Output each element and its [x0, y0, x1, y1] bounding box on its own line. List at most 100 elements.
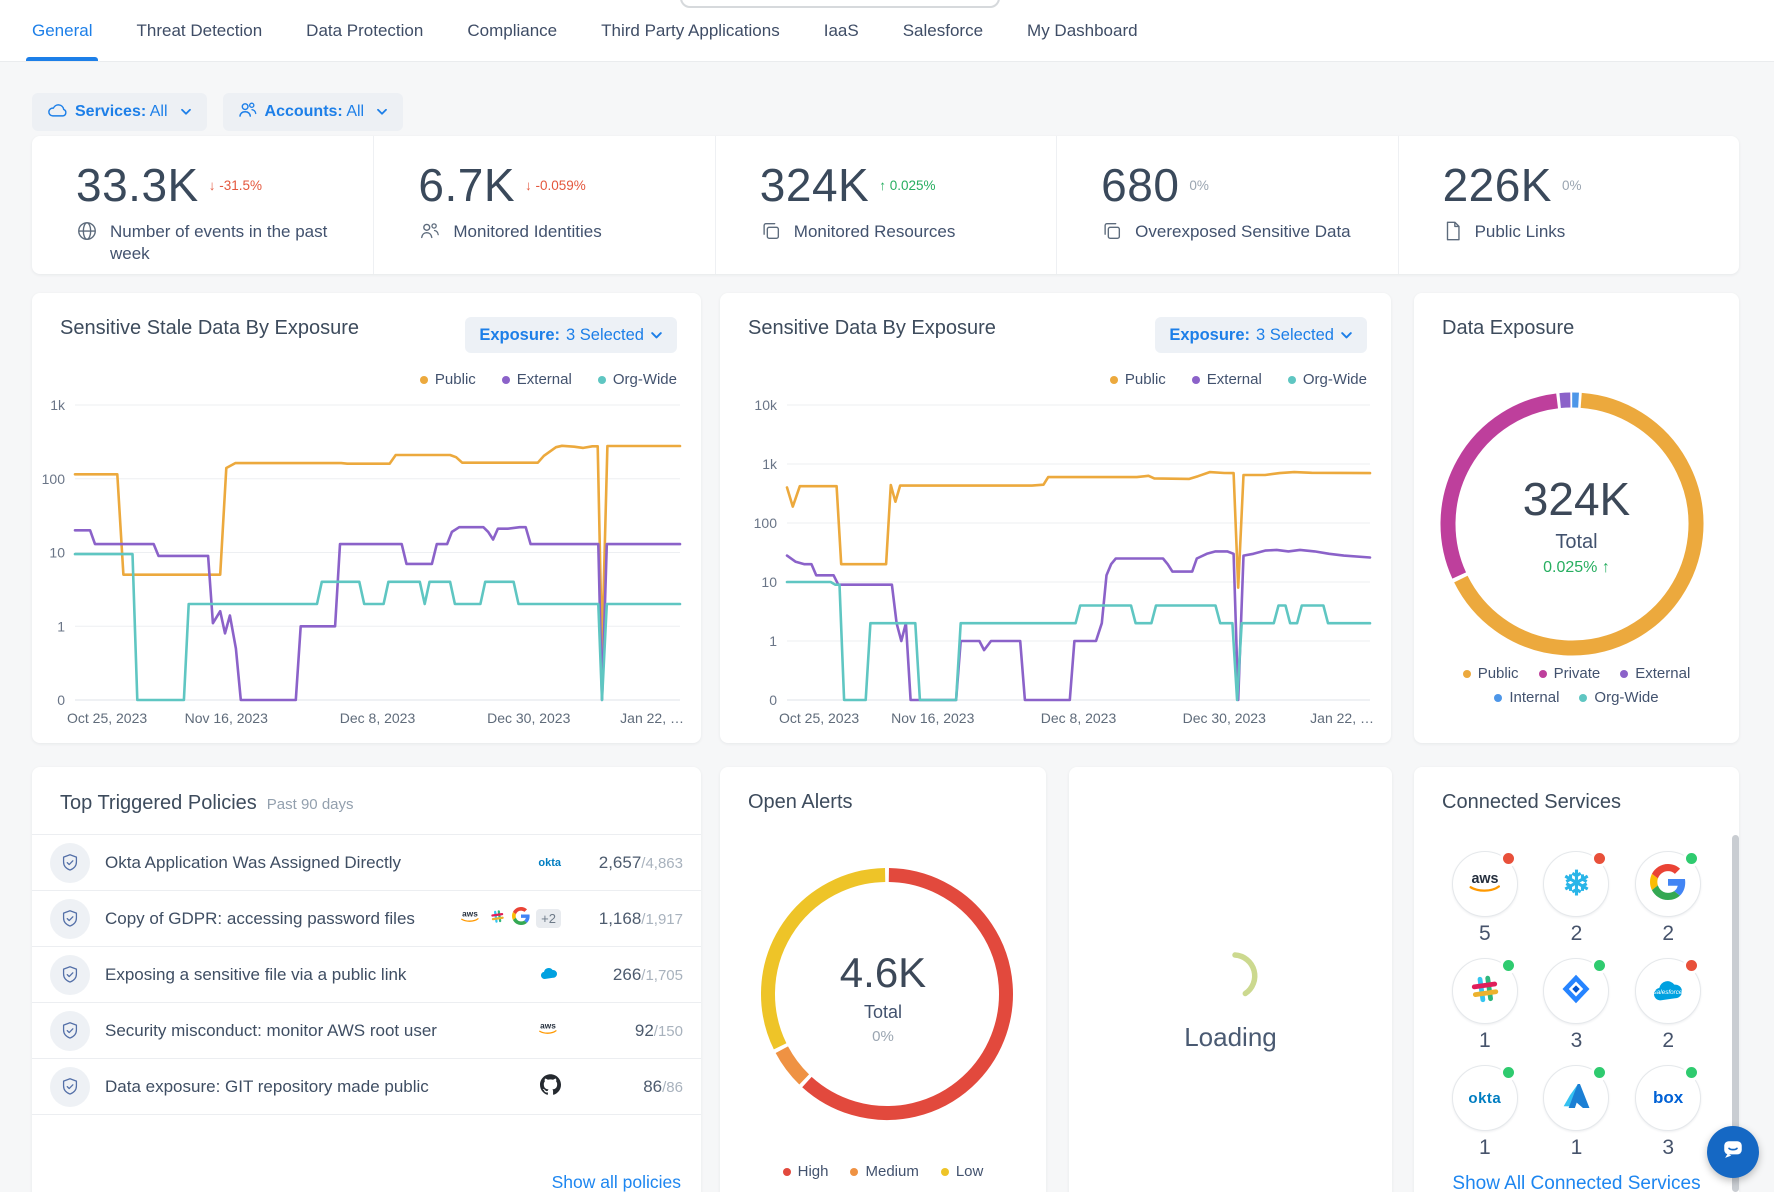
resources-icon — [1101, 220, 1123, 247]
legend-external[interactable]: External — [1191, 371, 1262, 388]
tab-data-protection[interactable]: Data Protection — [306, 20, 424, 40]
exposure-filter-dropdown[interactable]: Exposure: 3 Selected — [465, 317, 677, 353]
sensitive-data-line-chart: 0 1 10 100 1k 10k Oct 25, 2023 Nov 16, 2023 Dec … — [754, 397, 1374, 726]
kpi-monitored-resources: 324K ↑ 0.025% Monitored Resources — [714, 136, 1056, 274]
status-dot — [1499, 957, 1517, 974]
service-okta[interactable]: okta 1 — [1451, 1064, 1518, 1160]
svg-text:0: 0 — [57, 692, 65, 708]
legend-public[interactable]: Public — [1462, 665, 1519, 682]
service-salesforce[interactable]: salesforce 2 — [1635, 957, 1702, 1053]
kpi-monitored-identities: 6.7K ↓ -0.059% Monitored Identities — [373, 136, 714, 274]
svg-text:1: 1 — [769, 633, 777, 649]
tab-iaas[interactable]: IaaS — [823, 20, 859, 40]
exposure-filter-dropdown[interactable]: Exposure: 3 Selected — [1155, 317, 1367, 353]
show-all-policies-link[interactable]: Show all policies — [551, 1172, 681, 1192]
cloud-icon — [47, 102, 67, 123]
svg-text:1: 1 — [57, 618, 65, 634]
accounts-filter[interactable]: Accounts: All — [222, 93, 404, 131]
tab-general[interactable]: General — [25, 0, 100, 61]
chart-title: Sensitive Data By Exposure — [748, 317, 996, 339]
legend-org-wide[interactable]: Org-Wide — [597, 371, 677, 388]
google-icon — [512, 907, 530, 930]
service-snowflake[interactable]: ❄ 2 — [1543, 850, 1610, 946]
open-alerts-donut — [761, 868, 1013, 1120]
shield-check-icon — [50, 1010, 90, 1051]
loading-text: Loading — [1184, 1022, 1277, 1052]
policy-row[interactable]: Copy of GDPR: accessing password files a… — [32, 890, 701, 946]
scrollbar-thumb[interactable] — [1732, 835, 1739, 1192]
policy-row[interactable]: Security misconduct: monitor AWS root us… — [32, 1002, 701, 1058]
shield-check-icon — [50, 1066, 90, 1107]
kpi-delta: ↓ -0.059% — [525, 177, 586, 193]
status-dot — [1499, 850, 1517, 867]
legend-public[interactable]: Public — [419, 371, 476, 388]
google-icon — [1650, 863, 1686, 905]
legend-low[interactable]: Low — [940, 1163, 983, 1180]
tab-threat-detection[interactable]: Threat Detection — [136, 20, 263, 40]
kpi-events: 33.3K ↓ -31.5% Number of events in the pa… — [76, 159, 328, 264]
legend-org-wide[interactable]: Org-Wide — [1287, 371, 1367, 388]
chart-title: Sensitive Stale Data By Exposure — [60, 317, 360, 339]
svg-text:Dec 30, 2023: Dec 30, 2023 — [487, 710, 570, 726]
svg-text:Jan 22, …: Jan 22, … — [620, 710, 684, 726]
chevron-down-icon — [650, 326, 663, 345]
legend-external[interactable]: External — [501, 371, 572, 388]
status-dot — [1591, 1064, 1609, 1081]
svg-text:1k: 1k — [50, 397, 66, 413]
svg-text:1k: 1k — [762, 456, 778, 472]
service-slack[interactable]: 1 — [1451, 957, 1518, 1053]
filter-bar: Services: All Accounts: All — [32, 93, 404, 131]
status-dot — [1683, 850, 1701, 867]
chevron-down-icon — [1340, 326, 1353, 345]
azure-icon — [1559, 1079, 1593, 1118]
kpi-delta: ↑ 0.025% — [879, 177, 936, 193]
policy-row[interactable]: Exposing a sensitive file via a public l… — [32, 946, 701, 1002]
slack-icon — [1467, 971, 1503, 1012]
chevron-down-icon — [376, 103, 388, 121]
status-dot — [1591, 850, 1609, 867]
service-azure[interactable]: 1 — [1543, 1064, 1610, 1160]
card-title: Open Alerts — [748, 791, 853, 813]
legend-high[interactable]: High — [782, 1163, 828, 1180]
tab-my-dashboard[interactable]: My Dashboard — [1027, 20, 1138, 40]
shield-check-icon — [50, 954, 90, 995]
svg-text:10: 10 — [49, 545, 65, 561]
svg-text:Dec 8, 2023: Dec 8, 2023 — [1041, 710, 1117, 726]
svg-text:100: 100 — [42, 471, 66, 487]
document-icon — [1443, 220, 1463, 247]
aws-icon: aws — [457, 908, 483, 929]
legend-org-wide[interactable]: Org-Wide — [1579, 689, 1659, 706]
legend-internal[interactable]: Internal — [1494, 689, 1559, 706]
tab-third-party-applications[interactable]: Third Party Applications — [601, 20, 780, 40]
donut-center-stats: 324K Total 0.025% ↑ — [1522, 473, 1631, 576]
services-grid: aws 5 ❄ 2 2 1 3 salesforce 2 — [1444, 850, 1709, 1160]
tab-salesforce[interactable]: Salesforce — [902, 20, 984, 40]
service-jira[interactable]: 3 — [1543, 957, 1610, 1053]
legend-private[interactable]: Private — [1538, 665, 1600, 682]
show-all-connected-services-link[interactable]: Show All Connected Services — [1452, 1173, 1701, 1192]
okta-icon: okta — [538, 856, 561, 869]
legend-external[interactable]: External — [1620, 665, 1690, 682]
services-filter[interactable]: Services: All — [32, 93, 207, 131]
service-aws[interactable]: aws 5 — [1451, 850, 1518, 946]
tab-compliance[interactable]: Compliance — [467, 20, 558, 40]
legend-medium[interactable]: Medium — [850, 1163, 919, 1180]
policy-row[interactable]: Data exposure: GIT repository made publi… — [32, 1058, 701, 1114]
open-alerts-card: Open Alerts 4.6K Total 0% High Medium Lo… — [720, 767, 1046, 1192]
svg-text:Jan 22, …: Jan 22, … — [1310, 710, 1374, 726]
kpi-overexposed-data: 680 0% Overexposed Sensitive Data — [1056, 136, 1397, 274]
okta-icon: okta — [1468, 1089, 1502, 1107]
svg-text:aws: aws — [462, 910, 478, 919]
policy-row[interactable]: Okta Application Was Assigned Directly o… — [32, 834, 701, 890]
top-nav: General Threat Detection Data Protection… — [0, 0, 1774, 62]
chevron-down-icon — [180, 103, 192, 121]
chat-widget-button[interactable] — [1707, 1126, 1759, 1178]
service-google[interactable]: 2 — [1635, 850, 1702, 946]
data-exposure-donut — [1440, 392, 1704, 656]
top-triggered-policies-card: Top Triggered Policies Past 90 days Okta… — [32, 767, 701, 1192]
donut-legend: High Medium Low — [720, 1163, 1046, 1180]
legend-public[interactable]: Public — [1109, 371, 1166, 388]
chat-bubble-icon — [1719, 1136, 1747, 1169]
service-box[interactable]: box 3 — [1635, 1064, 1702, 1160]
